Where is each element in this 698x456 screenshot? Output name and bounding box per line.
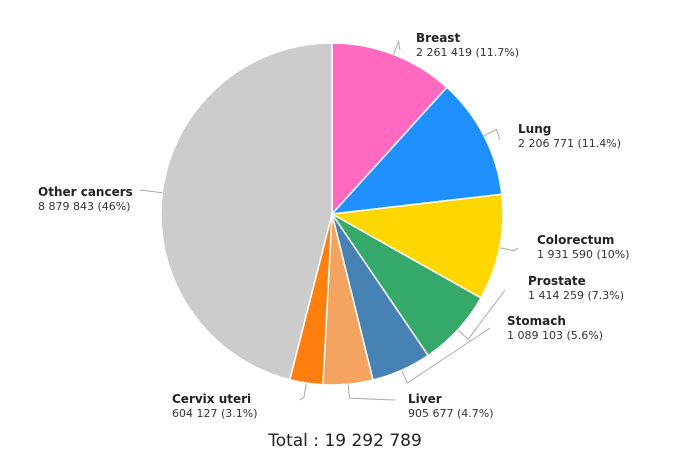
leader-line	[457, 289, 506, 340]
leader-line	[499, 247, 519, 252]
slice-label-name: Cervix uteri	[172, 392, 251, 406]
pie-slice-lung[interactable]	[330, 86, 503, 215]
leader-line	[139, 189, 163, 194]
chart-total: Total : 19 292 789	[267, 431, 422, 451]
slice-label-name: Prostate	[528, 274, 586, 288]
slice-label-value: 1 414 259 (7.3%)	[528, 289, 624, 302]
label-leader-lines	[139, 39, 519, 401]
slice-label-value: 2 206 771 (11.4%)	[518, 137, 621, 150]
slice-label-name: Stomach	[507, 314, 566, 328]
slice-label-value: 604 127 (3.1%)	[172, 407, 258, 420]
leader-line	[483, 128, 501, 141]
slice-label-value: 905 677 (4.7%)	[408, 407, 494, 420]
slice-label-value: 8 879 843 (46%)	[38, 200, 131, 213]
pie-slice-colorectum[interactable]	[329, 193, 504, 300]
slice-label-value: 1 931 590 (10%)	[537, 248, 630, 261]
pie-slice-breast[interactable]	[331, 42, 448, 216]
leader-line	[299, 382, 307, 401]
slice-label-name: Lung	[518, 122, 551, 136]
leader-line	[347, 384, 396, 401]
slice-label-name: Other cancers	[38, 185, 133, 199]
pie-slices	[160, 42, 504, 386]
slice-label-name: Breast	[416, 31, 460, 45]
leader-line	[393, 39, 401, 55]
leader-line	[401, 327, 491, 384]
slice-label-name: Liver	[408, 392, 442, 406]
slice-label-value: 2 261 419 (11.7%)	[416, 46, 519, 59]
slice-label-name: Colorectum	[537, 233, 614, 247]
slice-label-value: 1 089 103 (5.6%)	[507, 329, 603, 342]
